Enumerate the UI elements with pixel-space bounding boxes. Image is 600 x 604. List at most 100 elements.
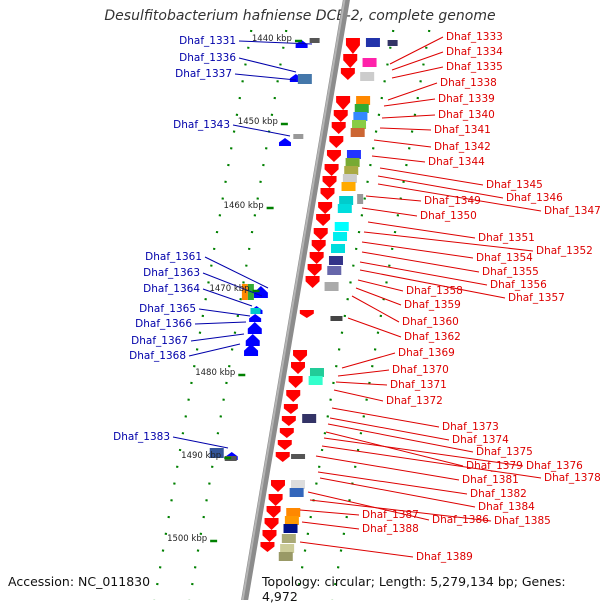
gene-label-dhaf-1352[interactable]: Dhaf_1352 <box>536 245 593 257</box>
reverse-gene-arrow <box>279 428 294 438</box>
reverse-gene-arrow <box>305 276 320 288</box>
reverse-gene-arrow <box>275 452 290 462</box>
reverse-gene-arrow <box>268 494 283 506</box>
accession-text: Accession: NC_011830 <box>8 574 151 589</box>
leader-line <box>367 221 476 239</box>
gene-label-dhaf-1378[interactable]: Dhaf_1378 <box>544 472 600 484</box>
gene-label-dhaf-1372[interactable]: Dhaf_1372 <box>386 395 443 407</box>
gene-feature-block <box>241 284 248 300</box>
gene-label-dhaf-1389[interactable]: Dhaf_1389 <box>416 551 473 563</box>
gene-feature-block <box>344 166 359 175</box>
gene-label-dhaf-1375[interactable]: Dhaf_1375 <box>476 446 533 458</box>
gene-feature-block <box>278 552 293 561</box>
leader-line <box>377 175 504 199</box>
leader-line <box>232 124 291 137</box>
gene-label-dhaf-1379[interactable]: Dhaf_1379 <box>466 460 523 472</box>
gene-label-dhaf-1346[interactable]: Dhaf_1346 <box>506 192 563 204</box>
gene-label-dhaf-1351[interactable]: Dhaf_1351 <box>478 232 535 244</box>
gene-label-dhaf-1387[interactable]: Dhaf_1387 <box>362 509 419 521</box>
backbone-highlight <box>241 0 346 600</box>
gene-label-dhaf-1355[interactable]: Dhaf_1355 <box>482 266 539 278</box>
gene-label-dhaf-1343[interactable]: Dhaf_1343 <box>173 119 230 131</box>
gene-feature-block <box>281 534 296 543</box>
gene-feature-block <box>309 368 324 377</box>
gene-label-dhaf-1333[interactable]: Dhaf_1333 <box>446 31 503 43</box>
gene-label-dhaf-1361[interactable]: Dhaf_1361 <box>145 251 202 263</box>
gene-label-dhaf-1362[interactable]: Dhaf_1362 <box>404 331 461 343</box>
gene-label-dhaf-1357[interactable]: Dhaf_1357 <box>508 292 565 304</box>
reverse-gene-arrow <box>283 404 298 414</box>
gene-label-dhaf-1381[interactable]: Dhaf_1381 <box>462 474 519 486</box>
gene-feature-block <box>334 222 349 231</box>
gene-feature-block <box>341 182 356 191</box>
guide-track-inner-left <box>188 29 288 600</box>
leader-line <box>238 57 297 73</box>
label-leader-lines <box>172 36 542 558</box>
gene-label-dhaf-1369[interactable]: Dhaf_1369 <box>398 347 455 359</box>
gene-label-dhaf-1382[interactable]: Dhaf_1382 <box>470 488 527 500</box>
gene-label-dhaf-1350[interactable]: Dhaf_1350 <box>420 210 477 222</box>
leader-line <box>361 241 474 259</box>
gene-feature-block <box>339 196 354 205</box>
gene-feature-block <box>387 40 398 46</box>
gene-label-dhaf-1341[interactable]: Dhaf_1341 <box>434 124 491 136</box>
gene-label-dhaf-1384[interactable]: Dhaf_1384 <box>478 501 535 513</box>
gene-label-dhaf-1331[interactable]: Dhaf_1331 <box>179 35 236 47</box>
gene-label-dhaf-1368[interactable]: Dhaf_1368 <box>129 350 186 362</box>
scale-label: 1450 kbp <box>238 117 278 127</box>
gene-label-dhaf-1356[interactable]: Dhaf_1356 <box>490 279 547 291</box>
scale-label: 1480 kbp <box>195 368 235 378</box>
reverse-gene-arrow <box>333 110 348 122</box>
gene-label-dhaf-1354[interactable]: Dhaf_1354 <box>476 252 533 264</box>
gene-feature-block <box>286 508 301 517</box>
gene-label-dhaf-1370[interactable]: Dhaf_1370 <box>392 364 449 376</box>
gene-label-dhaf-1358[interactable]: Dhaf_1358 <box>406 285 463 297</box>
gene-feature-block <box>337 204 352 213</box>
gene-label-dhaf-1366[interactable]: Dhaf_1366 <box>135 318 192 330</box>
gene-label-dhaf-1336[interactable]: Dhaf_1336 <box>179 52 236 64</box>
gene-label-dhaf-1349[interactable]: Dhaf_1349 <box>424 195 481 207</box>
leader-line <box>299 541 414 558</box>
leader-line <box>204 256 269 289</box>
gene-label-dhaf-1334[interactable]: Dhaf_1334 <box>446 46 503 58</box>
guide-track-outer-right <box>331 29 431 600</box>
forward-gene-arrow <box>244 344 259 356</box>
gene-label-dhaf-1347[interactable]: Dhaf_1347 <box>544 205 600 217</box>
leader-line <box>359 269 506 299</box>
gene-label-dhaf-1337[interactable]: Dhaf_1337 <box>175 68 232 80</box>
genome-backbone <box>241 0 350 600</box>
gene-label-dhaf-1373[interactable]: Dhaf_1373 <box>442 421 499 433</box>
gene-label-dhaf-1344[interactable]: Dhaf_1344 <box>428 156 485 168</box>
gene-label-dhaf-1345[interactable]: Dhaf_1345 <box>486 179 543 191</box>
scale-label: 1470 kbp <box>209 284 249 294</box>
gene-label-dhaf-1386[interactable]: Dhaf_1386 <box>432 514 489 526</box>
gene-label-dhaf-1335[interactable]: Dhaf_1335 <box>446 61 503 73</box>
gene-feature-block <box>284 516 299 525</box>
gene-label-dhaf-1363[interactable]: Dhaf_1363 <box>143 267 200 279</box>
gene-label-dhaf-1385[interactable]: Dhaf_1385 <box>494 515 551 527</box>
gene-label-dhaf-1340[interactable]: Dhaf_1340 <box>438 109 495 121</box>
reverse-gene-arrow <box>311 240 326 252</box>
gene-label-dhaf-1374[interactable]: Dhaf_1374 <box>452 434 509 446</box>
gene-label-dhaf-1364[interactable]: Dhaf_1364 <box>143 283 200 295</box>
reverse-gene-arrow <box>299 310 314 318</box>
gene-label-dhaf-1376[interactable]: Dhaf_1376 <box>526 460 583 472</box>
gene-label-dhaf-1365[interactable]: Dhaf_1365 <box>139 303 196 315</box>
leader-line <box>371 155 426 163</box>
gene-feature-block <box>289 488 304 497</box>
reverse-gene-arrow <box>336 96 351 110</box>
leader-line <box>325 431 464 467</box>
gene-label-dhaf-1359[interactable]: Dhaf_1359 <box>404 299 461 311</box>
gene-label-dhaf-1388[interactable]: Dhaf_1388 <box>362 523 419 535</box>
scale-labels: 1440 kbp 1450 kbp 1460 kbp 1470 kbp 1480 kbp… <box>167 34 302 544</box>
gene-label-dhaf-1371[interactable]: Dhaf_1371 <box>390 379 447 391</box>
gene-label-dhaf-1342[interactable]: Dhaf_1342 <box>434 141 491 153</box>
gene-label-dhaf-1367[interactable]: Dhaf_1367 <box>131 335 188 347</box>
gene-label-dhaf-1338[interactable]: Dhaf_1338 <box>440 77 497 89</box>
reverse-gene-arrow <box>331 122 346 134</box>
gene-label-dhaf-1360[interactable]: Dhaf_1360 <box>402 316 459 328</box>
gene-label-dhaf-1339[interactable]: Dhaf_1339 <box>438 93 495 105</box>
gene-label-dhaf-1383[interactable]: Dhaf_1383 <box>113 431 170 443</box>
leader-line <box>335 381 388 386</box>
gene-feature-block <box>291 454 306 459</box>
